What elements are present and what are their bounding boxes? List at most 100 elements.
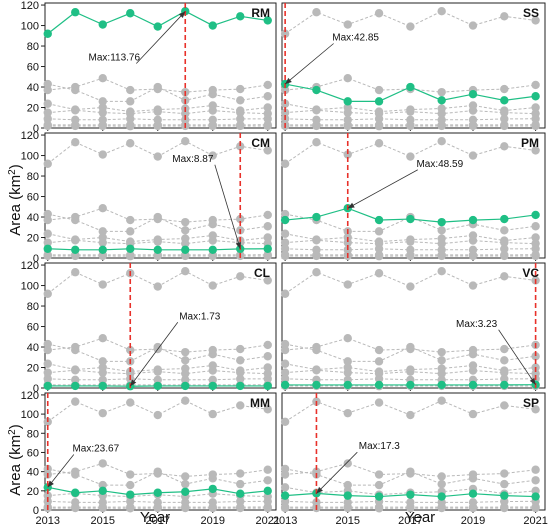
highlight-point-vc	[374, 380, 384, 390]
series-point-pm	[98, 334, 107, 343]
series-point-pm	[236, 214, 245, 224]
series-point-rm	[98, 150, 107, 159]
series-point-rm	[126, 398, 135, 407]
series-point-sp	[43, 368, 52, 377]
series-point-sp	[98, 108, 107, 117]
series-point-sp	[312, 366, 321, 375]
series-point-pm	[468, 470, 478, 479]
y-tick-label: 0	[33, 253, 39, 265]
series-point-mm	[263, 363, 272, 372]
series-point-rm	[374, 398, 384, 407]
series-point-sp	[531, 369, 540, 378]
series-point-rm	[343, 408, 352, 418]
series-point-sp	[280, 238, 290, 247]
series-point-rm	[500, 12, 509, 21]
series-point-cm	[236, 374, 245, 384]
series-point-ss	[98, 357, 107, 366]
y-tick-label: 20	[27, 363, 39, 375]
series-point-rm	[312, 8, 321, 17]
series-point-rm	[71, 138, 80, 147]
panel-pm: Max:48.59 PM	[280, 132, 546, 261]
series-point-ss	[531, 476, 540, 485]
series-point-ss	[343, 357, 352, 366]
highlight-point-vc	[468, 380, 478, 390]
series-point-pm	[126, 85, 135, 95]
x-tick-label: 2021	[256, 515, 280, 527]
series-point-cm	[280, 497, 290, 506]
x-tick-label: 2019	[201, 515, 225, 527]
y-tick-label: 60	[27, 62, 39, 74]
highlight-point-mm	[153, 488, 162, 497]
series-point-pm	[437, 87, 446, 97]
series-point-rm	[43, 159, 52, 168]
max-arrow	[47, 454, 75, 488]
series-point-rm	[406, 282, 415, 291]
y-tick-label: 40	[27, 342, 39, 354]
max-arrowhead	[347, 202, 355, 209]
highlight-point-mm	[126, 490, 135, 499]
max-annotation: Max:17.3	[359, 441, 401, 452]
highlight-point-sp	[406, 490, 415, 499]
series-point-vc	[153, 502, 162, 512]
series-point-vc	[236, 120, 245, 130]
series-point-sp	[343, 238, 352, 247]
series-point-vc	[468, 502, 478, 512]
highlight-point-ss	[500, 96, 509, 105]
series-point-vc	[43, 120, 52, 130]
panel-cm: 0 20 40 60 80 100 120 Max:8.87 CM	[21, 130, 277, 265]
y-tick-label: 40	[27, 467, 39, 479]
series-point-ss	[181, 356, 190, 365]
series-point-sp	[263, 109, 272, 118]
series-point-sp	[343, 368, 352, 377]
highlight-point-cl	[71, 381, 80, 391]
highlight-point-mm	[263, 486, 272, 496]
series-point-sp	[374, 239, 384, 248]
series-point-pm	[312, 467, 321, 476]
series-point-sp	[437, 109, 446, 118]
series-point-ss	[437, 479, 446, 489]
series-point-vc	[468, 120, 478, 130]
series-point-vc	[437, 250, 446, 260]
highlight-point-sp	[437, 492, 446, 501]
series-point-rm	[263, 276, 272, 285]
series-point-rm	[312, 268, 321, 277]
series-point-rm	[437, 396, 446, 405]
series-point-ss	[236, 479, 245, 489]
series-point-mm	[263, 233, 272, 242]
series-point-pm	[500, 469, 509, 478]
highlight-point-pm	[374, 215, 384, 225]
panel-ss: Max:42.85 SS	[280, 2, 546, 131]
series-point-ss	[500, 226, 509, 235]
x-tick-label: 2013	[273, 515, 297, 527]
series-point-sp	[468, 106, 478, 115]
max-arrowhead	[285, 77, 292, 85]
series-point-vc	[280, 250, 290, 260]
series-point-ss	[374, 227, 384, 236]
series-line-pm	[285, 77, 536, 93]
series-point-sp	[406, 367, 415, 376]
series-point-pm	[126, 345, 135, 355]
highlight-point-ss	[374, 97, 384, 106]
series-point-cm	[43, 114, 52, 123]
series-point-rm	[208, 409, 217, 419]
series-point-pm	[43, 345, 52, 355]
max-arrow	[347, 169, 418, 209]
series-point-mm	[43, 359, 52, 368]
series-point-vc	[531, 250, 540, 259]
series-point-rm	[406, 22, 415, 31]
panel-label: VC	[522, 266, 539, 280]
series-point-vc	[98, 502, 107, 512]
series-point-rm	[468, 409, 478, 419]
series-point-vc	[208, 502, 217, 512]
series-point-pm	[374, 470, 384, 479]
series-point-vc	[71, 502, 80, 512]
series-point-rm	[468, 151, 478, 160]
series-point-mm	[280, 229, 290, 238]
series-point-pm	[153, 214, 162, 224]
series-point-ss	[500, 479, 509, 489]
series-point-ss	[263, 92, 272, 101]
max-arrowhead	[47, 480, 54, 488]
series-point-rm	[280, 29, 290, 38]
series-point-pm	[181, 472, 190, 481]
series-point-pm	[71, 212, 80, 222]
